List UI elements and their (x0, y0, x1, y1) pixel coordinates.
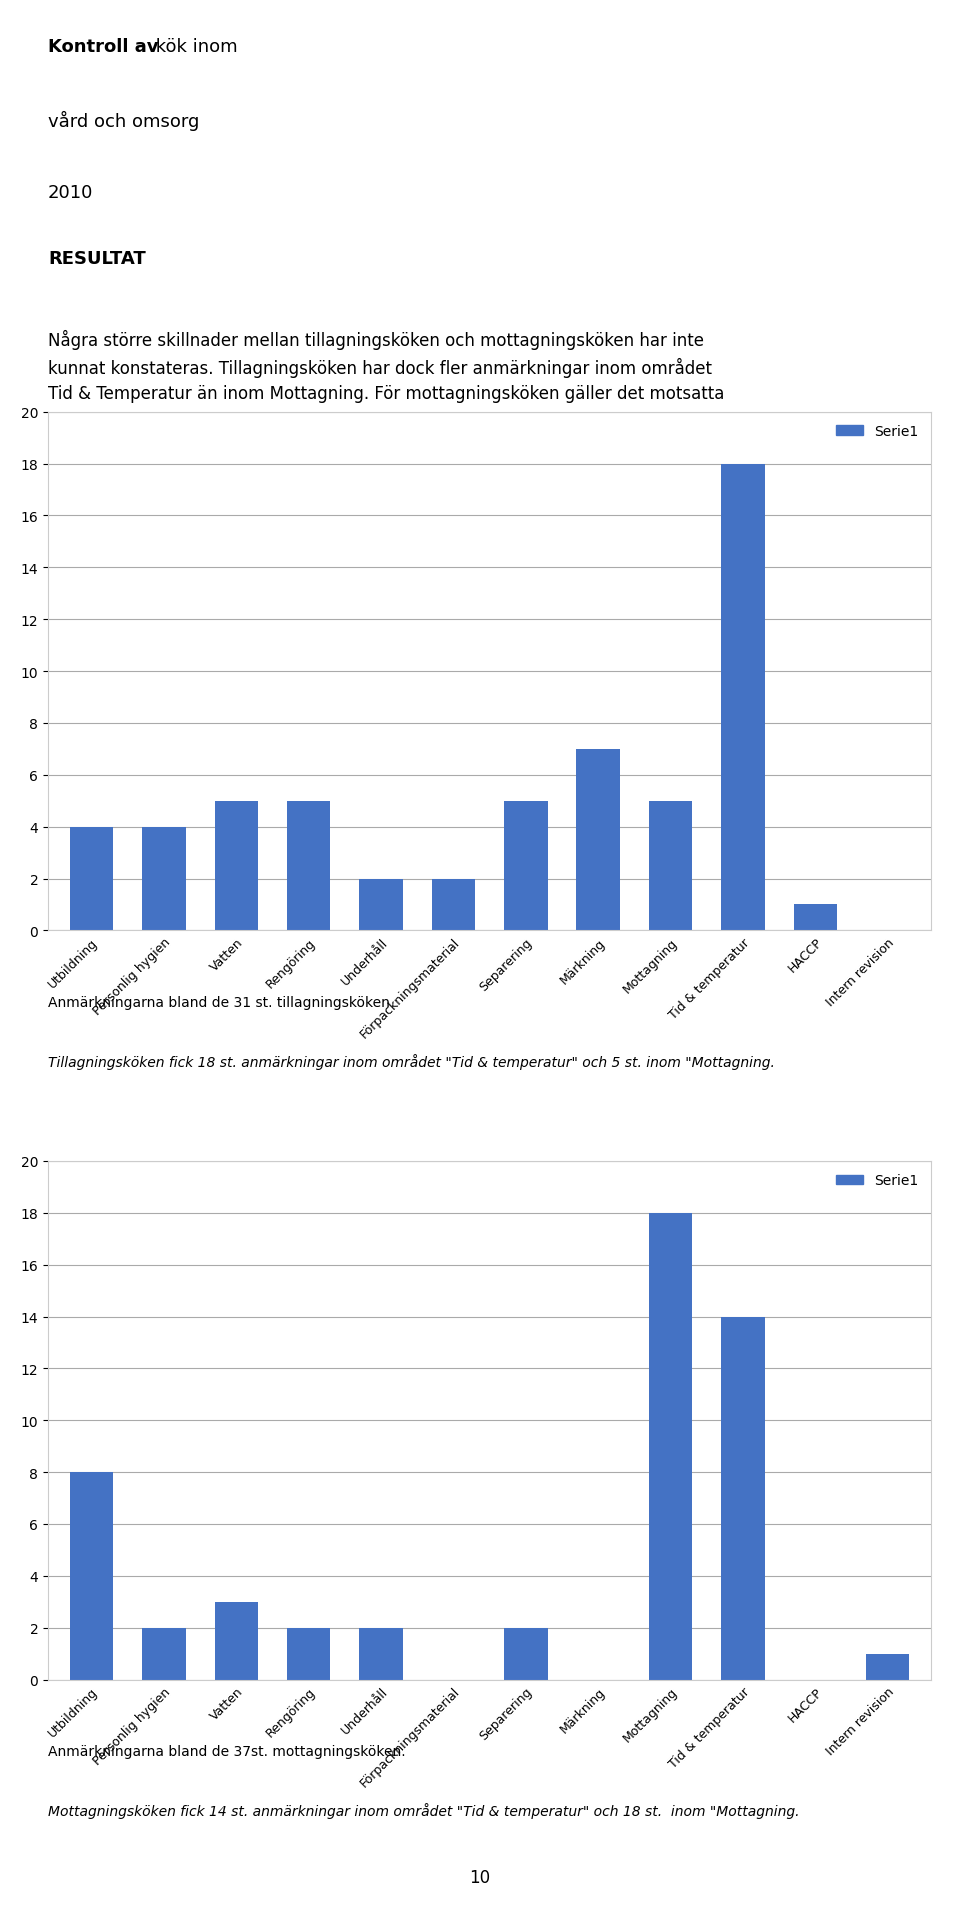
Text: Anmärkningarna bland de 37st. mottagningsköken.: Anmärkningarna bland de 37st. mottagning… (48, 1745, 406, 1758)
Bar (504, 1629, 547, 1680)
Bar (142, 827, 185, 932)
Text: Några större skillnader mellan tillagningsköken och mottagningsköken har inte
ku: Några större skillnader mellan tillagnin… (48, 330, 725, 402)
Bar (576, 749, 620, 932)
Bar (721, 465, 765, 932)
Bar (359, 878, 403, 932)
Legend: Serie1: Serie1 (830, 419, 924, 444)
Bar (287, 1629, 330, 1680)
Bar (214, 1602, 258, 1680)
Text: 2010: 2010 (48, 183, 93, 202)
Text: Tillagningsköken fick 18 st. anmärkningar inom området "Tid & temperatur" och 5 : Tillagningsköken fick 18 st. anmärkninga… (48, 1053, 775, 1069)
Bar (504, 802, 547, 932)
Bar (866, 1654, 909, 1680)
Bar (432, 878, 475, 932)
Text: vård och omsorg: vård och omsorg (48, 110, 200, 131)
Bar (359, 1629, 403, 1680)
Text: kök inom: kök inom (150, 38, 237, 55)
Legend: Serie1: Serie1 (830, 1168, 924, 1193)
Bar (142, 1629, 185, 1680)
Bar (214, 802, 258, 932)
Text: RESULTAT: RESULTAT (48, 250, 146, 269)
Bar (794, 905, 837, 932)
Text: Anmärkningarna bland de 31 st. tillagningsköken: Anmärkningarna bland de 31 st. tillagnin… (48, 996, 390, 1010)
Bar (649, 802, 692, 932)
Bar (70, 1473, 113, 1680)
Bar (70, 827, 113, 932)
Text: Mottagningsköken fick 14 st. anmärkningar inom området "Tid & temperatur" och 18: Mottagningsköken fick 14 st. anmärkninga… (48, 1802, 800, 1817)
Text: 10: 10 (469, 1869, 491, 1886)
Bar (649, 1213, 692, 1680)
Text: Kontroll av: Kontroll av (48, 38, 158, 55)
Bar (287, 802, 330, 932)
Bar (721, 1316, 765, 1680)
